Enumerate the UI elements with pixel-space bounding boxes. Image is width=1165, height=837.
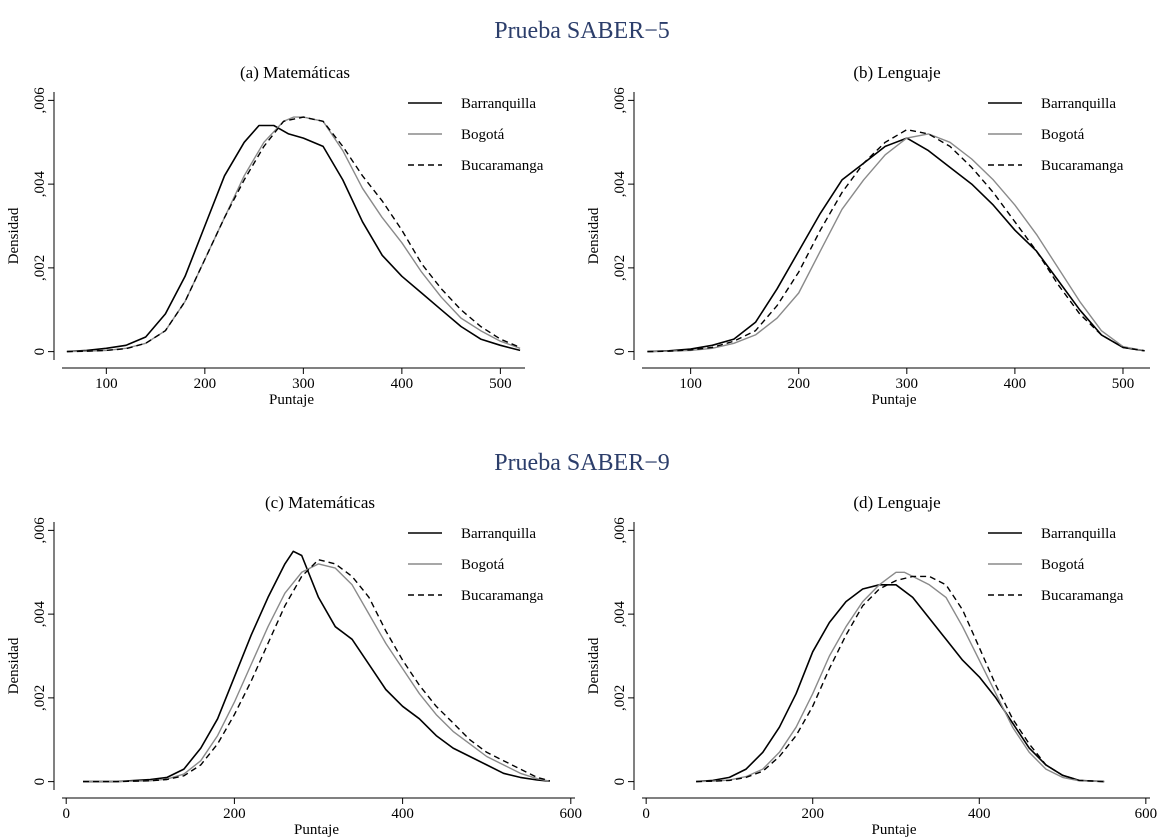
series-line-bucaramanga [647, 128, 1145, 353]
x-tick-label: 0 [642, 806, 650, 822]
y-tick-label: ,006 [612, 87, 628, 114]
series-line-bogot [83, 563, 550, 783]
x-tick-label: 400 [391, 806, 414, 822]
x-tick-label: 300 [292, 376, 315, 392]
series-line-bucaramanga [83, 559, 550, 783]
y-axis-label: Densidad [586, 637, 602, 694]
x-tick-label: 100 [679, 376, 702, 392]
legend-label: Barranquilla [1041, 96, 1116, 112]
chart-panel-1: (b) Lenguaje 100 200 300 400 500 Puntaje 0 ,002,… [586, 63, 1150, 408]
y-axis-label: Densidad [6, 207, 22, 264]
x-tick-label: 200 [787, 376, 810, 392]
x-tick-label: 200 [801, 806, 824, 822]
y-tick-label: ,006 [32, 517, 48, 544]
x-axis-label: Puntaje [872, 392, 917, 408]
series-line-bogot [66, 116, 521, 353]
x-tick-label: 600 [560, 806, 583, 822]
x-tick-label: 500 [1112, 376, 1135, 392]
section-title-saber-9: Prueba SABER−9 [494, 450, 670, 476]
series-line-bogot [647, 133, 1145, 353]
chart-panel-2: (c) Matemáticas 0 200 400 600 Puntaje 0 ,002 ,00… [6, 493, 582, 837]
legend-label: Bucaramanga [1041, 158, 1124, 174]
chart-panel-0: (a) Matemáticas 100 200 300 400 500 Puntaje 0 ,0… [6, 63, 544, 408]
y-tick-label: ,004 [32, 171, 48, 198]
legend-label: Bucaramanga [1041, 588, 1124, 604]
y-tick-label: ,002 [32, 255, 48, 281]
y-tick-label: ,004 [32, 601, 48, 628]
legend-label: Bucaramanga [461, 588, 544, 604]
x-tick-label: 400 [391, 376, 414, 392]
y-tick-label: 0 [612, 348, 628, 356]
series-line-bogot [696, 571, 1105, 783]
x-tick-label: 200 [194, 376, 217, 392]
y-tick-label: ,006 [612, 517, 628, 544]
chart-title: (a) Matemáticas [240, 63, 350, 82]
chart-title: (b) Lenguaje [853, 63, 940, 82]
chart-title: (d) Lenguaje [853, 493, 940, 512]
x-tick-label: 400 [1004, 376, 1027, 392]
x-tick-label: 200 [223, 806, 246, 822]
x-tick-label: 500 [489, 376, 512, 392]
chart-title: (c) Matemáticas [265, 493, 375, 512]
series-line-bucaramanga [696, 575, 1105, 783]
x-axis-label: Puntaje [872, 822, 917, 837]
y-tick-label: 0 [32, 348, 48, 356]
x-axis-label: Puntaje [294, 822, 339, 837]
y-tick-label: 0 [612, 778, 628, 786]
legend-label: Bogotá [461, 557, 505, 573]
legend-label: Barranquilla [461, 96, 536, 112]
series-line-bucaramanga [66, 116, 521, 353]
x-tick-label: 0 [62, 806, 70, 822]
series-line-barranquilla [647, 137, 1145, 353]
legend-label: Bogotá [1041, 557, 1085, 573]
legend-label: Barranquilla [1041, 526, 1116, 542]
legend-label: Barranquilla [461, 526, 536, 542]
x-tick-label: 100 [95, 376, 118, 392]
y-tick-label: ,002 [612, 255, 628, 281]
section-title-saber-5: Prueba SABER−5 [494, 18, 670, 44]
y-tick-label: ,006 [32, 87, 48, 114]
x-tick-label: 600 [1135, 806, 1158, 822]
y-tick-label: ,004 [612, 601, 628, 628]
series-line-barranquilla [83, 550, 550, 783]
chart-panel-3: (d) Lenguaje 0 200 400 600 Puntaje 0 ,002 ,004 ,0… [586, 493, 1157, 837]
x-axis-label: Puntaje [269, 392, 314, 408]
legend-label: Bogotá [461, 127, 505, 143]
y-tick-label: ,002 [612, 685, 628, 711]
y-tick-label: 0 [32, 778, 48, 786]
legend-label: Bogotá [1041, 127, 1085, 143]
legend-label: Bucaramanga [461, 158, 544, 174]
series-line-barranquilla [66, 124, 521, 353]
series-line-barranquilla [696, 583, 1105, 783]
y-axis-label: Densidad [586, 207, 602, 264]
y-axis-label: Densidad [6, 637, 22, 694]
x-tick-label: 400 [968, 806, 991, 822]
y-tick-label: ,002 [32, 685, 48, 711]
x-tick-label: 300 [896, 376, 919, 392]
y-tick-label: ,004 [612, 171, 628, 198]
